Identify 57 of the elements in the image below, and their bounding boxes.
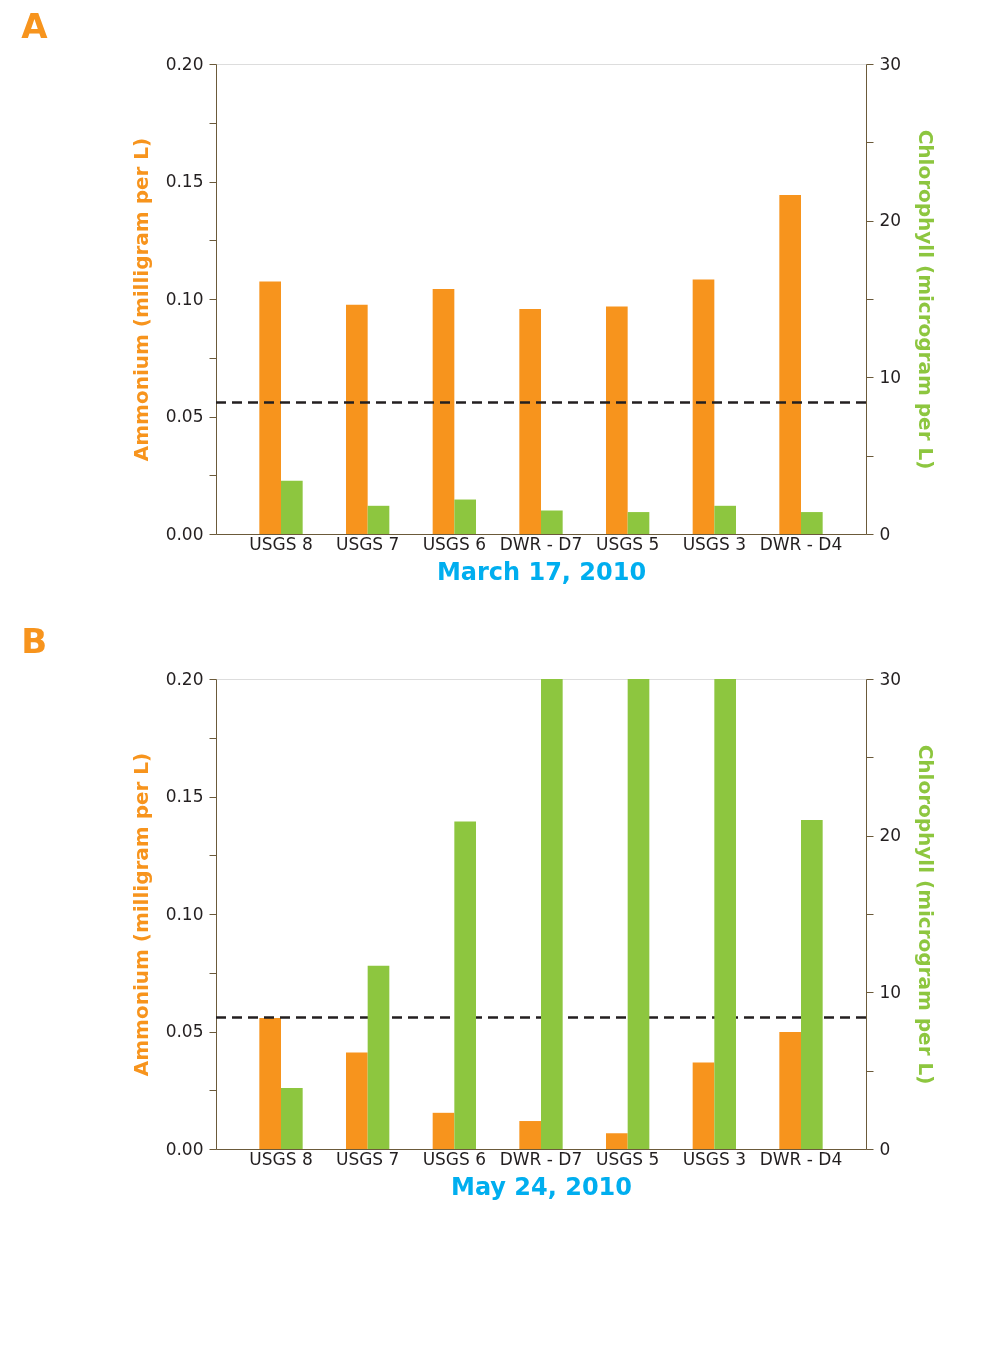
x-tick-label: DWR - D7 [499,1148,583,1169]
y-tick-label: 0.20 [165,668,204,689]
bar [779,194,801,534]
bar [801,820,823,1149]
x-tick-label: USGS 6 [422,1148,487,1169]
y-tick-label: 0.05 [165,406,204,426]
y2-tick-label: 20 [879,210,902,231]
bar [627,679,650,1149]
chart-title: B [21,621,48,661]
x-tick-label: USGS 5 [595,1148,660,1169]
y-tick-label: 0.15 [165,171,204,191]
x-tick-label: USGS 7 [335,533,400,554]
bar [432,1112,455,1149]
y2-tick-label: 0 [879,523,891,544]
x-tick-label: DWR - D7 [499,533,583,554]
bar [541,679,563,1149]
x-axis-title: March 17, 2010 [436,557,647,586]
y2-axis-title: Chlorophyll (microgram per L) [914,744,939,1085]
x-tick-label: USGS 7 [335,1148,400,1169]
bar [346,304,368,534]
bar [519,1121,541,1149]
x-tick-label: USGS 5 [595,533,660,554]
x-tick-label: USGS 8 [249,533,313,554]
y-tick-label: 0.00 [165,1138,204,1159]
y2-tick-label: 10 [879,366,902,387]
y-tick-label: 0.05 [165,1021,204,1041]
x-tick-label: DWR - D4 [759,533,843,554]
bar [606,306,628,534]
y2-tick-label: 20 [879,825,902,846]
x-tick-label: DWR - D4 [759,1148,843,1169]
y2-tick-label: 30 [879,668,902,689]
bar [714,679,736,1149]
y2-tick-label: 10 [879,981,902,1002]
bar [259,281,281,534]
y-axis-title: Ammonium (milligram per L) [128,137,153,462]
y-tick-label: 0.15 [165,786,204,806]
y2-axis-title: Chlorophyll (microgram per L) [914,129,939,470]
y2-tick-label: 30 [879,53,902,74]
y-tick-label: 0.00 [165,523,204,544]
y-axis-title: Ammonium (milligram per L) [128,752,153,1077]
bar [692,279,715,534]
bar [432,288,455,534]
chart-title: A [21,6,49,46]
x-tick-label: USGS 3 [682,1148,747,1169]
bar [259,1018,281,1149]
y-tick-label: 0.20 [165,53,204,74]
x-tick-label: USGS 6 [422,533,487,554]
bar [519,309,541,534]
y-tick-label: 0.10 [165,903,204,924]
x-tick-label: USGS 3 [682,533,747,554]
y2-tick-label: 0 [879,1138,891,1159]
x-axis-title: May 24, 2010 [450,1172,633,1201]
bar [606,1133,628,1149]
x-tick-label: USGS 8 [249,1148,313,1169]
bar [692,1062,715,1149]
y-tick-label: 0.10 [165,288,204,309]
bar [454,821,476,1149]
